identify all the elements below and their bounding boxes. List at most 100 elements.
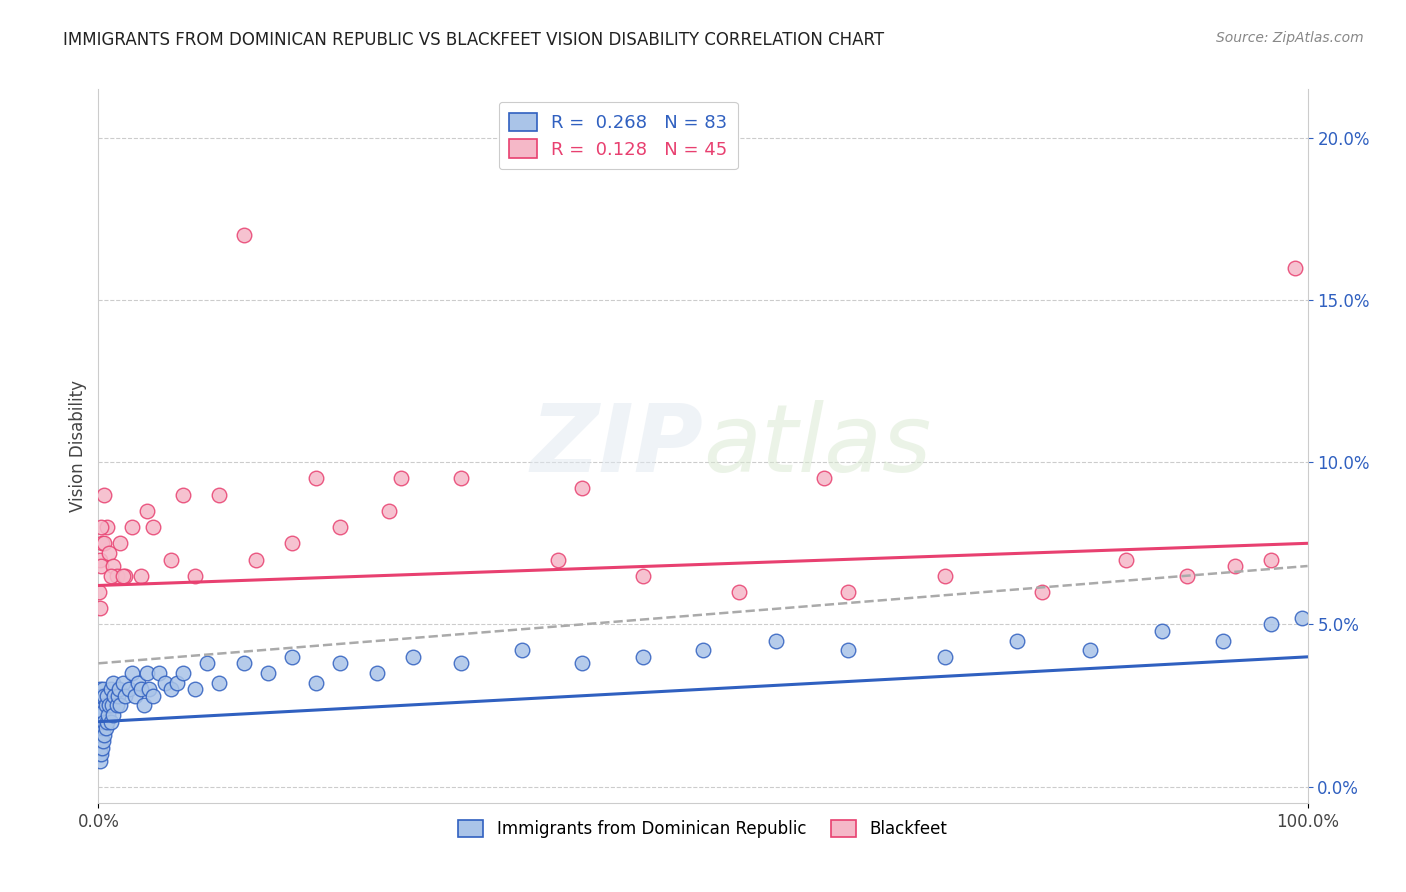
Point <box>377 504 399 518</box>
Point <box>101 559 124 574</box>
Point <box>138 682 160 697</box>
Point <box>108 698 131 713</box>
Point <box>103 689 125 703</box>
Point <box>90 520 112 534</box>
Point <box>1115 552 1137 566</box>
Point <box>100 698 122 713</box>
Point <box>329 657 352 671</box>
Point <box>256 666 278 681</box>
Point <box>1212 633 1234 648</box>
Point <box>89 731 111 745</box>
Text: Source: ZipAtlas.com: Source: ZipAtlas.com <box>1216 31 1364 45</box>
Text: atlas: atlas <box>703 401 931 491</box>
Point <box>1078 643 1101 657</box>
Point <box>100 714 122 729</box>
Point <box>89 740 111 755</box>
Point <box>1031 585 1053 599</box>
Point <box>631 649 654 664</box>
Point <box>91 721 114 735</box>
Point <box>90 721 112 735</box>
Point <box>87 585 110 599</box>
Point <box>94 698 117 713</box>
Point <box>100 568 122 582</box>
Point <box>107 689 129 703</box>
Point <box>1260 617 1282 632</box>
Point <box>571 481 593 495</box>
Point <box>127 675 149 690</box>
Point <box>121 666 143 681</box>
Point <box>160 552 183 566</box>
Point <box>1175 568 1198 582</box>
Point <box>135 666 157 681</box>
Point <box>305 675 328 690</box>
Point <box>1291 611 1313 625</box>
Point <box>90 559 112 574</box>
Point <box>148 666 170 681</box>
Point <box>142 689 165 703</box>
Point <box>105 568 128 582</box>
Point <box>208 488 231 502</box>
Point <box>91 721 114 735</box>
Point <box>1284 260 1306 275</box>
Point <box>87 714 110 729</box>
Point <box>111 568 134 582</box>
Point <box>172 488 194 502</box>
Point <box>184 568 207 582</box>
Point <box>108 536 131 550</box>
Point <box>96 714 118 729</box>
Point <box>765 633 787 648</box>
Point <box>91 682 114 697</box>
Point <box>98 698 121 713</box>
Point <box>366 666 388 681</box>
Point <box>1007 633 1029 648</box>
Point <box>153 675 176 690</box>
Point <box>281 649 304 664</box>
Point <box>450 657 472 671</box>
Point <box>96 520 118 534</box>
Point <box>90 747 112 761</box>
Y-axis label: Vision Disability: Vision Disability <box>69 380 87 512</box>
Point <box>1223 559 1246 574</box>
Point <box>837 643 859 657</box>
Point <box>87 731 110 745</box>
Point <box>114 568 136 582</box>
Point <box>89 601 111 615</box>
Point <box>547 552 569 566</box>
Point <box>571 657 593 671</box>
Point <box>100 682 122 697</box>
Point <box>124 689 146 703</box>
Point <box>1152 624 1174 638</box>
Point <box>93 689 115 703</box>
Legend: Immigrants from Dominican Republic, Blackfeet: Immigrants from Dominican Republic, Blac… <box>451 813 955 845</box>
Point <box>813 471 835 485</box>
Point <box>118 682 141 697</box>
Point <box>89 708 111 723</box>
Point <box>91 740 114 755</box>
Point <box>232 228 254 243</box>
Point <box>245 552 267 566</box>
Point <box>160 682 183 697</box>
Point <box>121 520 143 534</box>
Point <box>934 649 956 664</box>
Point <box>87 747 110 761</box>
Point <box>135 504 157 518</box>
Point <box>114 689 136 703</box>
Point <box>510 643 533 657</box>
Point <box>389 471 412 485</box>
Point <box>89 714 111 729</box>
Point <box>184 682 207 697</box>
Point <box>91 536 114 550</box>
Point <box>631 568 654 582</box>
Point <box>129 568 152 582</box>
Point <box>97 708 120 723</box>
Point <box>934 568 956 582</box>
Point <box>101 708 124 723</box>
Point <box>129 682 152 697</box>
Point <box>305 471 328 485</box>
Point <box>329 520 352 534</box>
Point <box>728 585 751 599</box>
Point <box>90 689 112 703</box>
Point <box>90 731 112 745</box>
Point <box>232 657 254 671</box>
Point <box>91 708 114 723</box>
